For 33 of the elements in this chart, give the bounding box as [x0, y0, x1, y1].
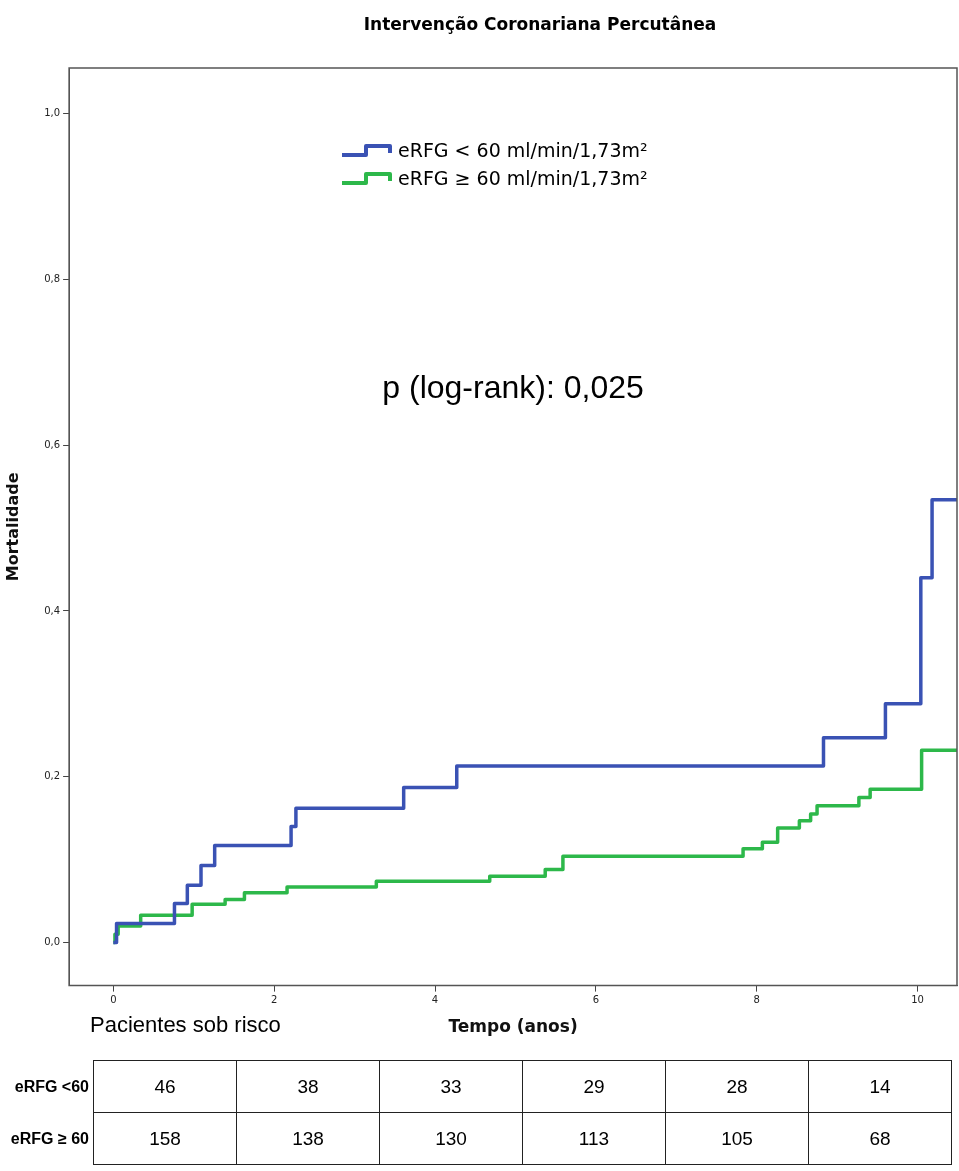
text: eRFG ≥ 60 [9, 1128, 90, 1149]
text: 68 [808, 1112, 952, 1165]
y-tick-label: 1,0 [44, 107, 61, 119]
x-tick-label: 2 [271, 994, 278, 1006]
text: eRFG <60 [13, 1076, 90, 1097]
x-tick-label: 8 [753, 994, 760, 1006]
x-tick-label: 4 [431, 994, 439, 1006]
x-tick-label: 0 [110, 994, 117, 1006]
text: 113 [522, 1112, 666, 1165]
y-tick-label: 0,8 [44, 272, 61, 284]
x-tick-label: 10 [911, 994, 924, 1006]
text: 105 [665, 1112, 809, 1165]
y-tick-label: 0,6 [44, 438, 61, 450]
text: 14 [808, 1060, 952, 1113]
text: 28 [665, 1060, 809, 1113]
text: Pacientes sob risco [90, 1012, 281, 1038]
text: 158 [93, 1112, 237, 1165]
x-axis-title: Tempo (anos) [448, 1016, 578, 1037]
text: 38 [236, 1060, 380, 1113]
y-tick-label: 0,4 [44, 604, 61, 616]
y-tick-label: 0,0 [44, 936, 61, 948]
text: 130 [379, 1112, 523, 1165]
text: 46 [93, 1060, 237, 1113]
y-axis-title: Mortalidade [2, 472, 22, 582]
legend-label: eRFG < 60 ml/min/1,73m² [398, 139, 648, 161]
text: 29 [522, 1060, 666, 1113]
text: 33 [379, 1060, 523, 1113]
legend-label: eRFG ≥ 60 ml/min/1,73m² [398, 167, 648, 189]
text: 138 [236, 1112, 380, 1165]
chart-title: Intervenção Coronariana Percutânea [362, 14, 718, 34]
annotation: p (log-rank): 0,025 [382, 369, 644, 405]
x-tick-label: 6 [592, 994, 600, 1006]
y-tick-label: 0,2 [44, 770, 61, 782]
